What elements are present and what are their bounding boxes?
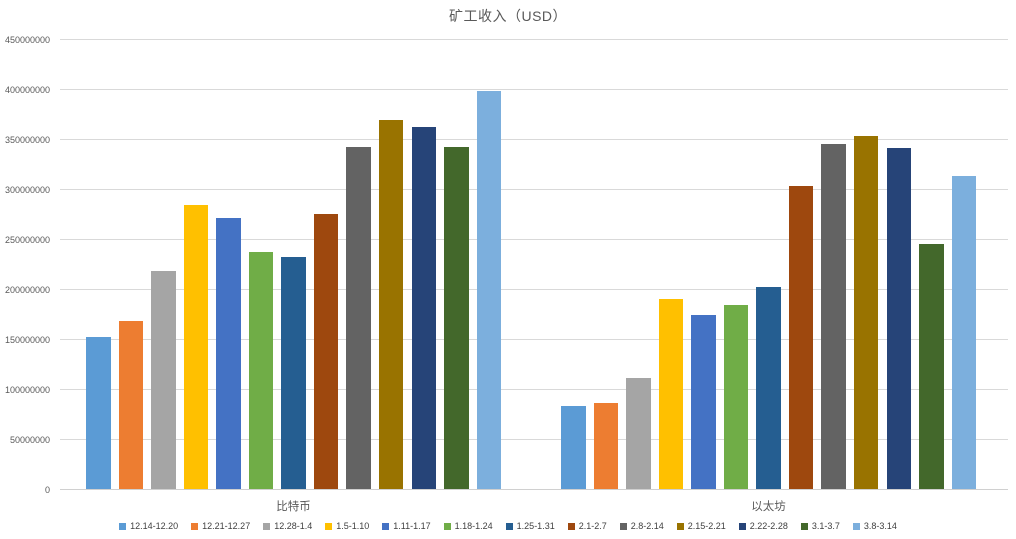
- bar-比特币-2.1-2.7: [313, 214, 339, 489]
- legend-swatch-icon: [619, 522, 627, 530]
- legend-label: 2.8-2.14: [630, 521, 664, 531]
- legend-swatch-icon: [325, 522, 333, 530]
- x-category-label: 比特币: [276, 501, 311, 513]
- bar-比特币-12.14-12.20: [86, 337, 111, 489]
- bar-比特币-3.1-3.7: [444, 147, 469, 489]
- bar-以太坊-1.5-1.10: [658, 299, 684, 489]
- legend-label: 3.8-3.14: [863, 521, 897, 531]
- gridline: [60, 289, 1008, 290]
- legend-swatch-icon: [263, 522, 271, 530]
- legend-item-1.5-1.10: 1.5-1.10: [325, 521, 369, 531]
- legend-label: 12.21-12.27: [202, 521, 251, 531]
- legend-label: 2.22-2.28: [749, 521, 788, 531]
- legend-item-1.25-1.31: 1.25-1.31: [505, 521, 555, 531]
- bar-以太坊-12.14-12.20: [561, 406, 586, 489]
- bar-比特币-2.8-2.14: [346, 147, 371, 489]
- gridline: [60, 89, 1008, 90]
- y-tick-label: 100000000: [4, 385, 50, 395]
- legend-item-12.14-12.20: 12.14-12.20: [119, 521, 178, 531]
- legend-label: 1.18-1.24: [454, 521, 493, 531]
- legend-item-3.1-3.7: 3.1-3.7: [800, 521, 840, 531]
- bar-比特币-3.8-3.14: [476, 91, 502, 489]
- gridline: [60, 389, 1008, 390]
- gridline: [60, 339, 1008, 340]
- y-tick-label: 250000000: [4, 235, 50, 245]
- bar-比特币-12.21-12.27: [118, 321, 144, 489]
- legend-item-2.8-2.14: 2.8-2.14: [619, 521, 664, 531]
- chart-title: 矿工收入（USD）: [448, 8, 568, 24]
- y-tick-label: 200000000: [4, 285, 50, 295]
- legend-item-2.22-2.28: 2.22-2.28: [738, 521, 788, 531]
- y-tick-label: 350000000: [4, 135, 50, 145]
- bar-以太坊-3.1-3.7: [919, 244, 944, 489]
- legend-swatch-icon: [676, 522, 684, 530]
- bar-比特币-2.15-2.21: [378, 120, 404, 489]
- legend-item-12.21-12.27: 12.21-12.27: [191, 521, 250, 531]
- legend-swatch-icon: [800, 522, 808, 530]
- bar-以太坊-2.8-2.14: [821, 144, 846, 489]
- legend-item-2.15-2.21: 2.15-2.21: [676, 521, 726, 531]
- gridline: [60, 39, 1008, 40]
- y-tick-label: 300000000: [4, 185, 50, 195]
- legend-item-1.18-1.24: 1.18-1.24: [443, 521, 493, 531]
- bar-比特币-2.22-2.28: [411, 127, 436, 489]
- gridline: [60, 239, 1008, 240]
- legend-label: 1.11-1.17: [393, 521, 431, 531]
- legend-item-1.11-1.17: 1.11-1.17: [382, 521, 431, 531]
- bar-以太坊-12.21-12.27: [593, 403, 619, 489]
- legend-label: 12.28-1.4: [274, 521, 313, 531]
- gridline: [60, 139, 1008, 140]
- legend-swatch-icon: [505, 522, 513, 530]
- bar-以太坊-12.28-1.4: [626, 378, 651, 489]
- y-tick-label: 0: [44, 485, 50, 495]
- y-tick-label: 50000000: [9, 435, 50, 445]
- legend-swatch-icon: [567, 522, 575, 530]
- legend-label: 2.1-2.7: [578, 521, 607, 531]
- legend-label: 1.25-1.31: [516, 521, 555, 531]
- legend-swatch-icon: [119, 522, 127, 530]
- legend-swatch-icon: [738, 522, 746, 530]
- legend-swatch-icon: [852, 522, 860, 530]
- bar-比特币-1.5-1.10: [183, 205, 209, 489]
- bar-以太坊-1.18-1.24: [723, 305, 749, 489]
- bar-比特币-1.18-1.24: [248, 252, 274, 489]
- legend-label: 3.1-3.7: [811, 521, 840, 531]
- legend-swatch-icon: [382, 522, 390, 530]
- legend-swatch-icon: [443, 522, 451, 530]
- bar-以太坊-3.8-3.14: [951, 176, 977, 489]
- bar-比特币-1.11-1.17: [216, 218, 241, 489]
- y-tick-label: 150000000: [4, 335, 50, 345]
- legend-swatch-icon: [191, 522, 199, 530]
- bar-以太坊-1.11-1.17: [691, 315, 716, 489]
- legend: 12.14-12.20 12.21-12.27 12.28-1.4 1.5-1.10 1…: [0, 521, 1016, 531]
- x-category-label: 以太坊: [751, 501, 786, 513]
- bar-以太坊-2.22-2.28: [886, 148, 911, 489]
- legend-item-12.28-1.4: 12.28-1.4: [263, 521, 312, 531]
- legend-item-2.1-2.7: 2.1-2.7: [567, 521, 607, 531]
- y-tick-label: 400000000: [4, 85, 50, 95]
- x-axis-line: [60, 489, 1008, 490]
- bar-比特币-1.25-1.31: [281, 257, 306, 489]
- bar-以太坊-2.1-2.7: [788, 186, 814, 489]
- plot-area: [60, 39, 1008, 490]
- legend-label: 1.5-1.10: [336, 521, 370, 531]
- bar-以太坊-2.15-2.21: [853, 136, 879, 489]
- bar-比特币-12.28-1.4: [151, 271, 176, 489]
- gridline: [60, 439, 1008, 440]
- legend-label: 2.15-2.21: [687, 521, 726, 531]
- legend-label: 12.14-12.20: [130, 521, 179, 531]
- legend-item-3.8-3.14: 3.8-3.14: [852, 521, 897, 531]
- y-tick-label: 450000000: [4, 35, 50, 45]
- gridline: [60, 189, 1008, 190]
- bar-以太坊-1.25-1.31: [756, 287, 781, 489]
